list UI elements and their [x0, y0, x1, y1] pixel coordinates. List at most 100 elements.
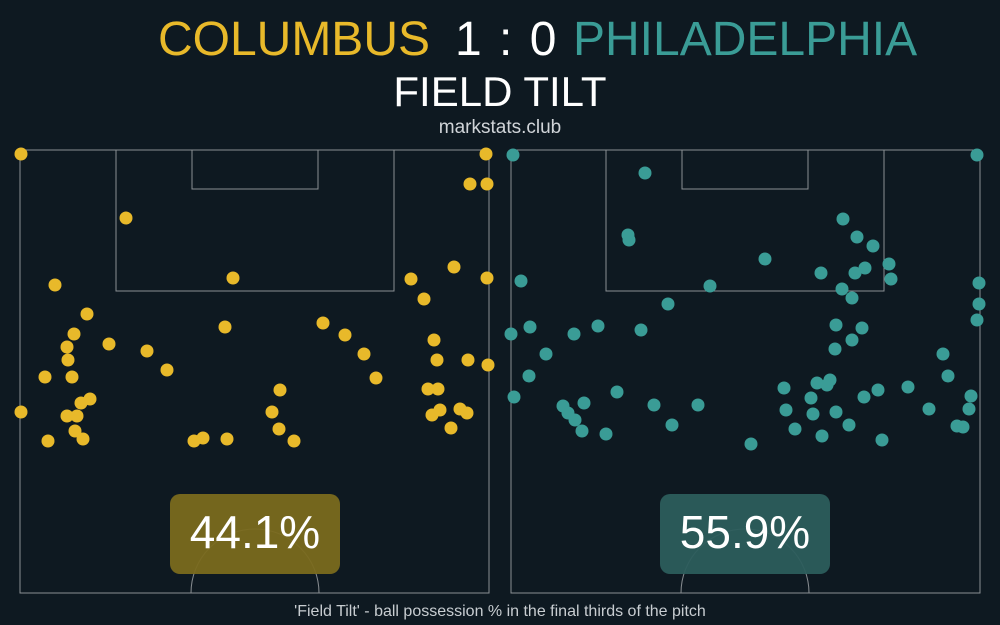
away-touch-point	[804, 391, 818, 405]
chart-subtitle: markstats.club	[438, 117, 562, 138]
away-touch-point	[820, 378, 834, 392]
away-touch-point	[901, 380, 915, 394]
away-touch-point	[575, 424, 589, 438]
away-touch-point	[936, 347, 950, 361]
away-touch-point	[814, 266, 828, 280]
home-touch-point	[38, 370, 52, 384]
away-touch-point	[504, 327, 518, 341]
away-team-name: PHILADELPHIA	[573, 13, 918, 66]
away-touch-point	[744, 437, 758, 451]
home-touch-point	[41, 434, 55, 448]
away-touch-point	[858, 261, 872, 275]
away-touch-point	[866, 239, 880, 253]
away-touch-point	[962, 402, 976, 416]
away-touch-point	[777, 381, 791, 395]
away-touch-point	[972, 276, 986, 290]
away-touch-point	[922, 402, 936, 416]
home-touch-point	[338, 328, 352, 342]
away-touch-point	[758, 252, 772, 266]
home-touch-point	[119, 211, 133, 225]
home-touch-point	[74, 396, 88, 410]
away-touch-point	[810, 376, 824, 390]
home-touch-point	[369, 371, 383, 385]
home-touch-point	[48, 278, 62, 292]
away-touch-point	[610, 385, 624, 399]
match-header: COLUMBUS 1 : 0 PHILADELPHIA	[0, 10, 1000, 70]
home-touch-point	[421, 382, 435, 396]
home-touch-point	[444, 421, 458, 435]
home-touch-point	[220, 432, 234, 446]
away-touch-point	[638, 166, 652, 180]
home-touch-point	[80, 307, 94, 321]
home-touch-point	[68, 424, 82, 438]
home-touch-point	[481, 358, 495, 372]
away-touches	[504, 148, 986, 451]
home-touch-point	[447, 260, 461, 274]
home-tilt-badge	[170, 494, 340, 574]
home-touch-point	[67, 327, 81, 341]
home-touch-point	[76, 432, 90, 446]
home-touch-point	[60, 340, 74, 354]
away-touch-point	[779, 403, 793, 417]
away-touch-point	[829, 318, 843, 332]
home-touch-point	[61, 353, 75, 367]
home-touches	[14, 147, 495, 448]
away-touch-point	[970, 148, 984, 162]
home-touch-point	[460, 406, 474, 420]
away-touch-point	[956, 420, 970, 434]
home-touch-point	[14, 405, 28, 419]
away-touch-point	[857, 390, 871, 404]
home-touch-point	[14, 147, 28, 161]
home-touch-point	[273, 383, 287, 397]
away-touch-point	[647, 398, 661, 412]
home-touch-point	[417, 292, 431, 306]
home-touch-point	[65, 370, 79, 384]
home-touch-point	[316, 316, 330, 330]
home-touch-point	[357, 347, 371, 361]
away-touch-point	[567, 327, 581, 341]
away-touch-point	[845, 291, 859, 305]
away-touch-point	[835, 282, 849, 296]
home-touch-point	[479, 147, 493, 161]
home-touch-point	[480, 177, 494, 191]
away-touch-point	[599, 427, 613, 441]
home-touch-point	[463, 177, 477, 191]
home-touch-point	[60, 409, 74, 423]
away-touch-point	[568, 413, 582, 427]
away-touch-point	[806, 407, 820, 421]
away-touch-point	[972, 297, 986, 311]
away-goal-area	[681, 149, 809, 190]
away-touch-point	[875, 433, 889, 447]
home-touch-point	[433, 403, 447, 417]
away-touch-point	[539, 347, 553, 361]
away-touch-point	[884, 272, 898, 286]
away-touch-point	[828, 342, 842, 356]
home-touch-point	[226, 271, 240, 285]
home-touch-point	[427, 333, 441, 347]
away-touch-point	[522, 369, 536, 383]
away-touch-point	[970, 313, 984, 327]
away-touch-point	[514, 274, 528, 288]
away-touch-point	[815, 429, 829, 443]
away-touch-point	[836, 212, 850, 226]
away-tilt-badge	[660, 494, 830, 574]
away-touch-point	[661, 297, 675, 311]
away-touch-point	[523, 320, 537, 334]
home-team-name: COLUMBUS	[157, 13, 430, 66]
home-penalty-box	[115, 149, 395, 292]
away-touch-point	[829, 405, 843, 419]
home-touch-point	[404, 272, 418, 286]
away-touch-point	[850, 230, 864, 244]
home-touch-point	[287, 434, 301, 448]
away-touch-point	[507, 390, 521, 404]
away-touch-point	[855, 321, 869, 335]
away-touch-point	[882, 257, 896, 271]
home-touch-point	[272, 422, 286, 436]
away-touch-point	[506, 148, 520, 162]
match-score: 1 : 0	[455, 13, 559, 66]
away-touch-point	[842, 418, 856, 432]
home-touch-point	[431, 382, 445, 396]
home-touch-point	[218, 320, 232, 334]
home-goal-area	[191, 149, 319, 190]
